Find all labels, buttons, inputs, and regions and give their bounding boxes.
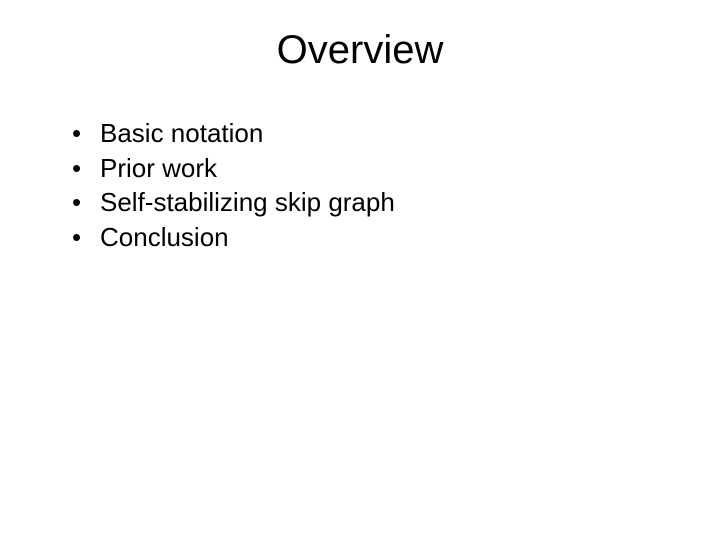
list-item: • Conclusion bbox=[72, 221, 672, 254]
slide-title: Overview bbox=[48, 28, 672, 73]
list-item: • Self-stabilizing skip graph bbox=[72, 186, 672, 219]
list-item: • Basic notation bbox=[72, 117, 672, 150]
bullet-icon: • bbox=[72, 117, 100, 150]
bullet-icon: • bbox=[72, 221, 100, 254]
list-item-text: Self-stabilizing skip graph bbox=[100, 186, 672, 219]
list-item-text: Prior work bbox=[100, 152, 672, 185]
list-item: • Prior work bbox=[72, 152, 672, 185]
list-item-text: Basic notation bbox=[100, 117, 672, 150]
slide: Overview • Basic notation • Prior work •… bbox=[0, 0, 720, 540]
bullet-list: • Basic notation • Prior work • Self-sta… bbox=[48, 117, 672, 253]
bullet-icon: • bbox=[72, 186, 100, 219]
bullet-icon: • bbox=[72, 152, 100, 185]
list-item-text: Conclusion bbox=[100, 221, 672, 254]
